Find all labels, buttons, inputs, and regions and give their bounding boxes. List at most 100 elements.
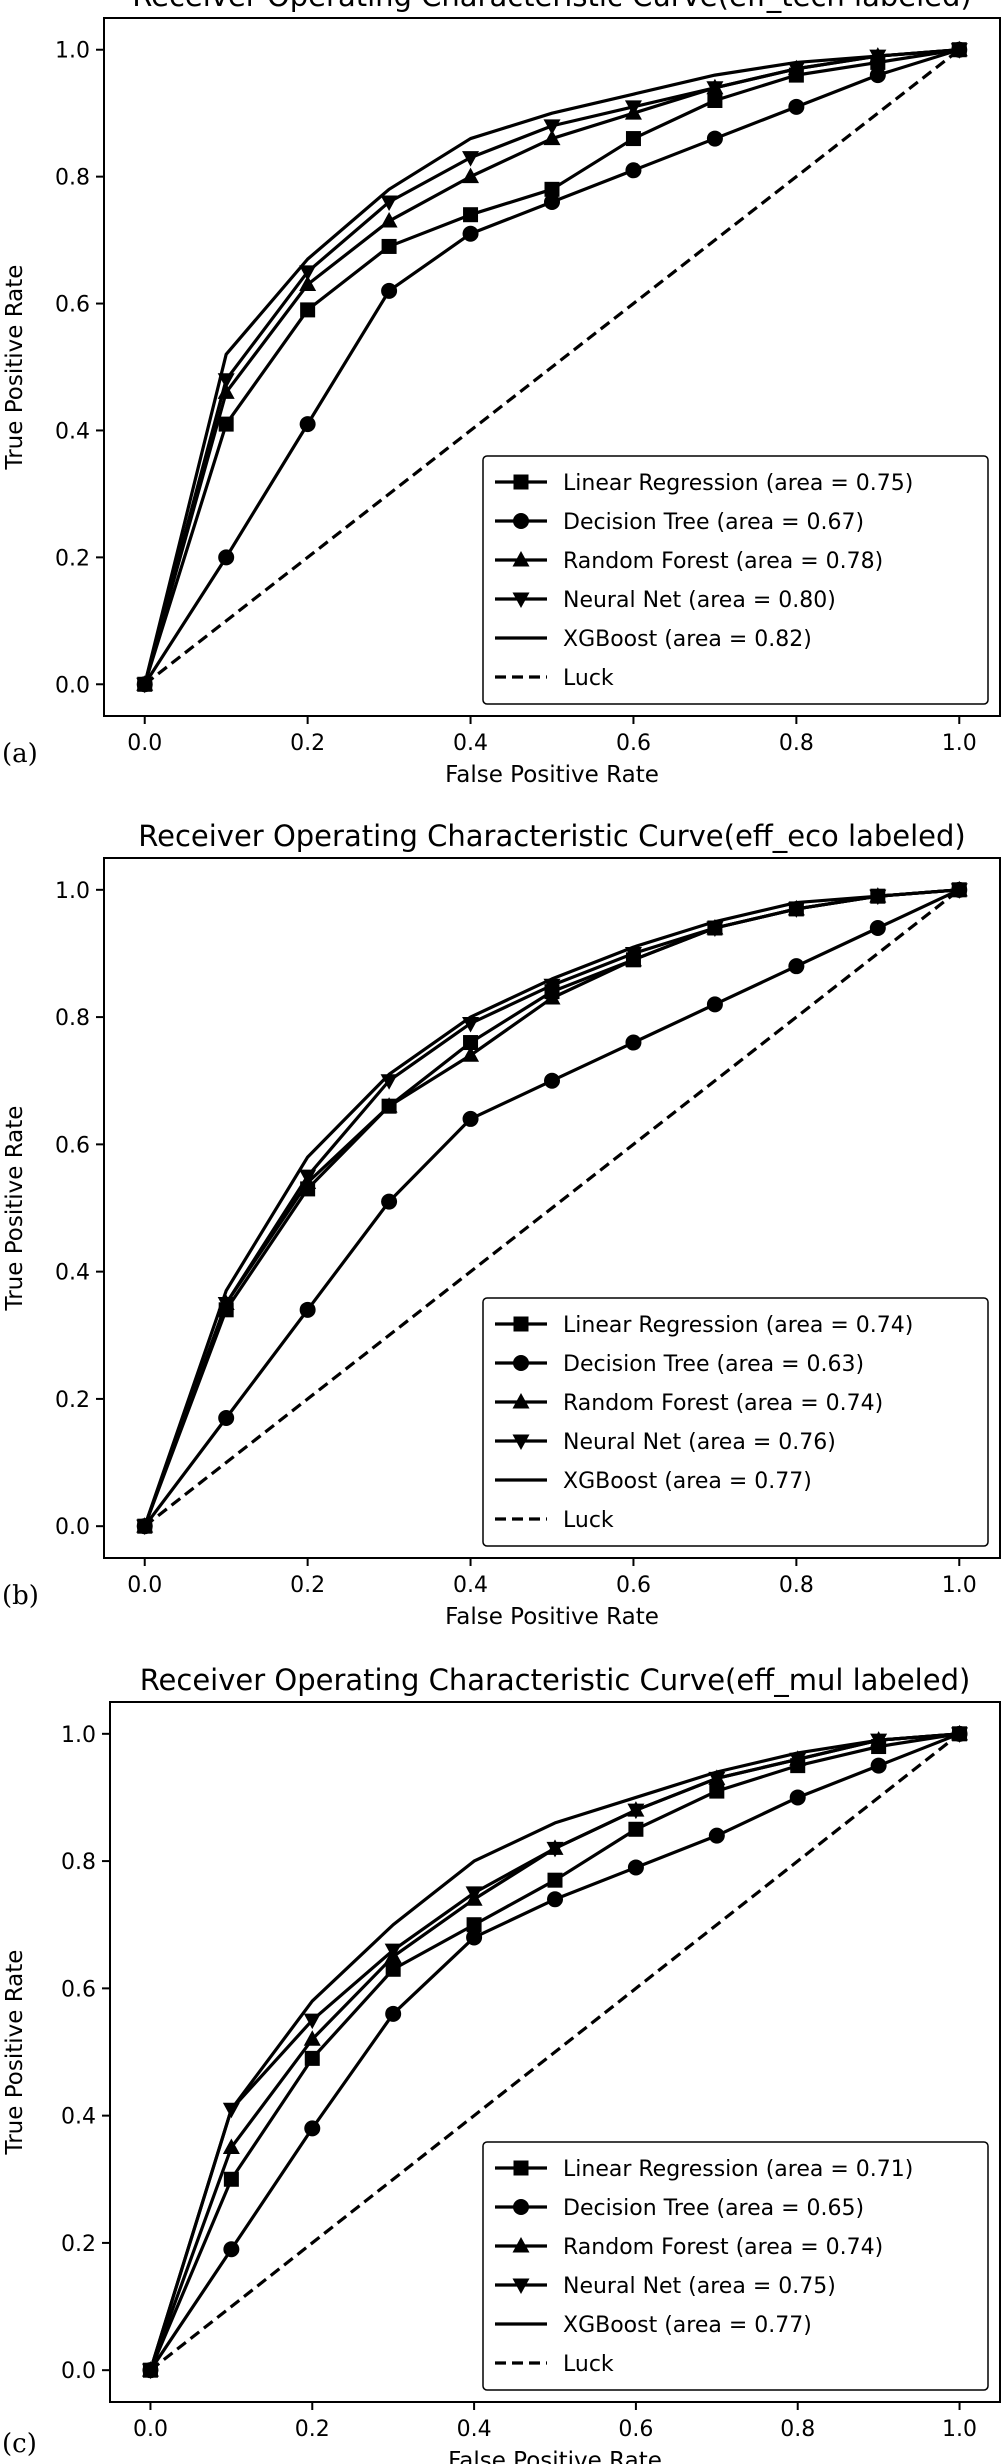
data-point [303,2013,321,2030]
data-point [303,2030,321,2046]
data-point [462,225,479,242]
y-tick-label: 1.0 [55,879,90,904]
legend-marker [513,1316,529,1332]
data-point [543,989,561,1005]
y-tick-label: 1.0 [61,1723,96,1748]
data-point [544,194,560,211]
data-point [706,921,724,937]
legend-marker [513,2160,529,2176]
x-tick-label: 0.6 [618,2417,653,2442]
data-point [384,1943,402,1960]
data-point [299,416,316,433]
data-point [218,549,235,566]
data-point [624,100,642,116]
y-tick-label: 1.0 [55,39,90,64]
y-axis-label: True Positive Rate [2,1950,28,2156]
data-point [299,265,317,281]
x-axis-label: False Positive Rate [445,1604,659,1630]
legend-marker [513,2199,529,2215]
data-point [380,1097,398,1113]
y-tick-label: 0.0 [55,1515,90,1540]
data-point [870,1757,887,1774]
data-point [547,1891,563,1908]
x-tick-label: 0.6 [616,1573,651,1598]
data-point [299,1169,317,1186]
y-tick-label: 0.8 [61,1850,96,1875]
y-tick-label: 0.2 [55,1388,90,1413]
x-tick-label: 1.0 [942,2417,977,2442]
series-line-4 [143,888,960,1527]
data-point [304,2050,320,2066]
legend-entry: Random Forest (area = 0.74) [563,2235,883,2260]
legend-entry: Neural Net (area = 0.76) [563,1430,836,1455]
data-point [625,131,641,147]
legend-box [482,455,989,705]
data-point [466,1929,483,1946]
data-point [385,2005,402,2022]
legend: Linear Regression (area = 0.74) Decision … [482,1297,989,1547]
data-point [462,1046,480,1062]
legend-entry: XGBoost (area = 0.77) [563,1469,812,1494]
series-3 [141,1727,969,2380]
data-point [462,151,480,167]
legend-entry: XGBoost (area = 0.82) [563,627,812,652]
legend-entry: Neural Net (area = 0.80) [563,588,836,613]
data-point [218,416,234,432]
data-point [381,1193,398,1210]
data-point [547,1872,563,1888]
data-point [543,119,561,135]
y-tick-label: 0.2 [55,546,90,571]
data-point [463,207,479,223]
x-axis-label: False Positive Rate [448,2448,662,2464]
axes-frame [103,17,1001,717]
legend-entry: Luck [563,1508,614,1533]
legend-marker [513,474,529,490]
y-tick-label: 0.4 [55,419,90,444]
axes-frame [103,857,1001,1559]
data-point [709,1783,725,1799]
panel-label: (a) [2,739,38,769]
series-line-4 [143,48,960,685]
legend-entry: XGBoost (area = 0.77) [563,2313,812,2338]
legend-entry: Decision Tree (area = 0.67) [563,510,864,535]
y-tick-label: 0.4 [61,2105,96,2130]
legend-marker [512,551,530,567]
series-5 [143,48,961,686]
data-point [706,81,724,97]
x-tick-label: 0.2 [290,731,325,756]
legend-marker [512,2237,530,2253]
panel-label: (b) [2,1581,39,1611]
data-point [869,67,886,84]
y-tick-label: 0.6 [61,1977,96,2002]
data-point [789,1789,806,1806]
data-point [706,996,723,1013]
data-point [223,2171,239,2187]
chart-title: Receiver Operating Characteristic Curve(… [132,0,971,13]
x-tick-label: 0.2 [290,1573,325,1598]
legend-marker [512,1393,530,1409]
legend-entry: Random Forest (area = 0.74) [563,1391,883,1416]
series-3 [136,43,968,694]
x-tick-label: 0.8 [779,731,814,756]
panel-label: (c) [2,2429,37,2459]
legend-marker [512,1434,530,1450]
x-tick-label: 0.4 [453,731,488,756]
axes-frame [109,1701,1001,2403]
legend: Linear Regression (area = 0.75) Decision … [482,455,989,705]
data-point [707,92,723,108]
legend-entry: Random Forest (area = 0.78) [563,549,883,574]
data-point [466,1917,482,1933]
legend-marker [512,2278,530,2294]
data-point [299,1301,316,1318]
series-4 [143,888,960,1527]
series-4 [148,1732,960,2371]
legend-entry: Neural Net (area = 0.75) [563,2274,836,2299]
series-line-5 [143,888,961,1528]
y-tick-label: 0.4 [55,1261,90,1286]
y-axis-label: True Positive Rate [2,265,28,471]
x-tick-label: 0.4 [453,1573,488,1598]
x-tick-label: 0.2 [295,2417,330,2442]
data-point [788,98,805,115]
data-point [381,282,398,299]
